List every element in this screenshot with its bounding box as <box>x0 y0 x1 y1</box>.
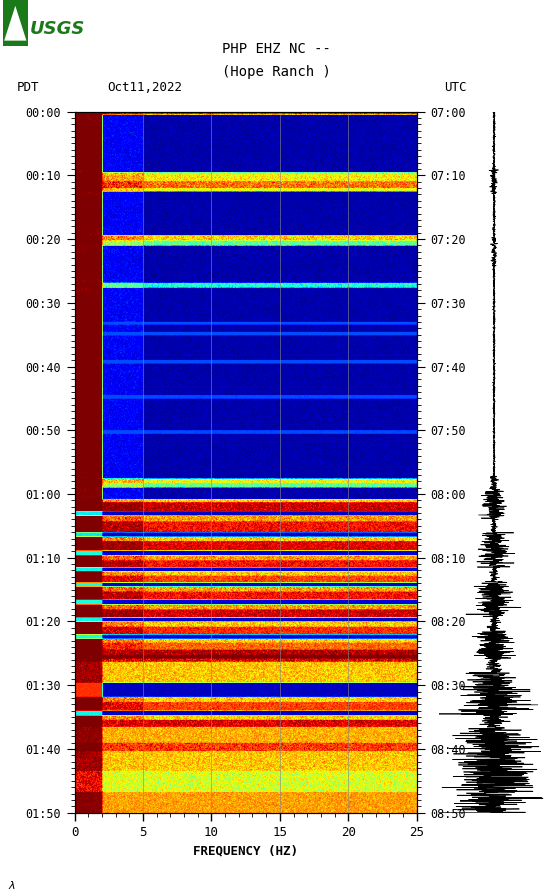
Text: $\lambda$: $\lambda$ <box>8 880 16 891</box>
Text: Oct11,2022: Oct11,2022 <box>108 80 183 94</box>
Text: UTC: UTC <box>444 80 467 94</box>
Text: PHP EHZ NC --: PHP EHZ NC -- <box>221 42 331 56</box>
Text: PDT: PDT <box>17 80 39 94</box>
Polygon shape <box>4 5 26 41</box>
X-axis label: FREQUENCY (HZ): FREQUENCY (HZ) <box>193 845 298 857</box>
Text: (Hope Ranch ): (Hope Ranch ) <box>221 64 331 79</box>
FancyBboxPatch shape <box>3 0 28 46</box>
Text: USGS: USGS <box>30 20 86 38</box>
